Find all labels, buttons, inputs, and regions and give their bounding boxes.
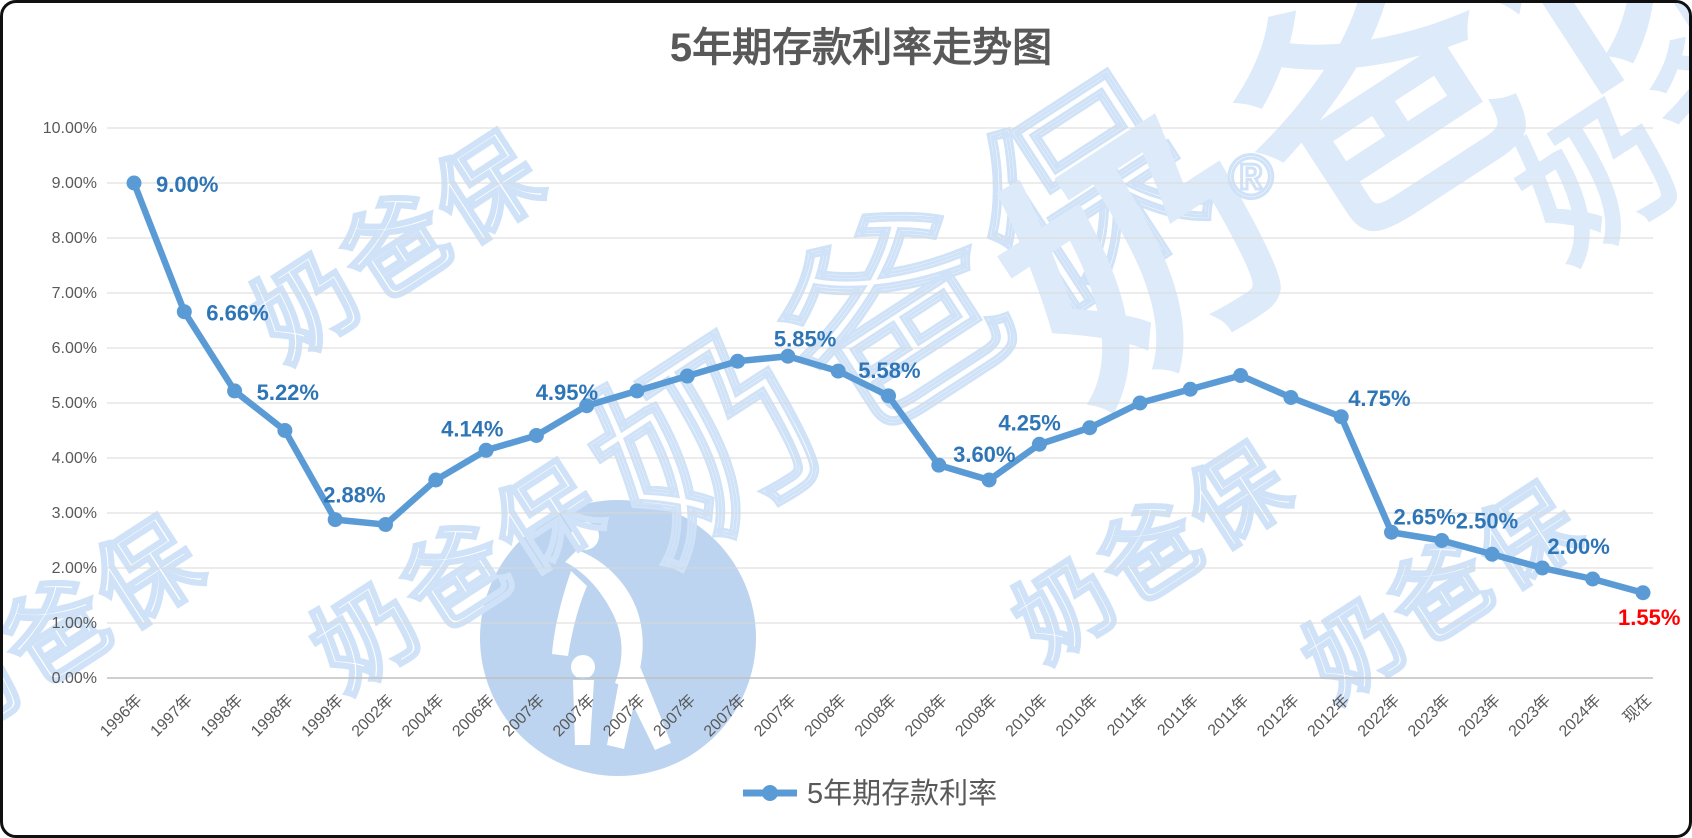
y-axis-tick-label: 1.00% [52, 615, 97, 632]
data-point-marker [378, 517, 393, 533]
data-point-marker [881, 388, 896, 404]
data-label-current: 1.55% [1618, 605, 1680, 630]
x-axis-tick-label: 1996年 [97, 691, 146, 740]
x-axis-tick-label: 2023年 [1505, 691, 1554, 740]
data-point-marker [931, 457, 947, 473]
data-point-marker [327, 512, 343, 528]
data-point-marker [1182, 381, 1198, 397]
data-point-marker [1333, 409, 1349, 425]
data-label: 2.65% [1394, 504, 1456, 529]
data-point-marker [1484, 546, 1500, 562]
data-point-marker [629, 383, 645, 399]
x-axis-tick-label: 1997年 [147, 691, 196, 740]
x-axis-tick-label: 2023年 [1455, 691, 1504, 740]
data-label: 4.14% [441, 416, 503, 441]
data-point-marker [679, 368, 695, 384]
data-point-marker [730, 353, 746, 369]
y-axis: 0.00% 1.00% 2.00% 3.00% 4.00% 5.00% 6.00% 7.00%… [43, 120, 97, 687]
data-label: 2.88% [323, 483, 385, 508]
data-point-marker [277, 423, 293, 438]
y-axis-tick-label: 9.00% [52, 175, 97, 192]
data-point-marker [1635, 585, 1651, 601]
grid-layer [107, 127, 1653, 679]
data-point-marker [428, 472, 444, 488]
watermark-text: 奶爸保 [234, 111, 567, 381]
data-point-marker [1132, 395, 1148, 411]
x-axis-tick-label: 2011年 [1154, 691, 1202, 739]
series-layer [126, 175, 1651, 601]
x-axis-tick-label: 2011年 [1204, 691, 1252, 739]
data-point-marker [1031, 436, 1047, 452]
data-point-marker [478, 442, 494, 458]
watermark-text: 奶爸保 [997, 423, 1314, 680]
data-label-layer: 9.00% 6.66% 5.22% 2.88% 4.14% 4.95% 5.85% 5.58%… [156, 172, 1680, 630]
watermark-text: 奶爸保 [1287, 463, 1604, 720]
x-axis-tick-label: 1999年 [298, 691, 347, 740]
data-label: 4.95% [536, 380, 598, 405]
x-axis-tick-label: 2008年 [952, 691, 1001, 740]
data-label: 2.00% [1547, 534, 1609, 559]
x-axis-tick-label: 2023年 [1404, 691, 1453, 740]
x-axis-tick-label: 2012年 [1254, 691, 1303, 740]
data-point-marker [1585, 571, 1601, 587]
data-point-marker [579, 398, 595, 414]
data-label: 5.85% [774, 326, 836, 351]
x-axis-tick-label: 2011年 [1103, 691, 1151, 739]
x-axis: 1996年 1997年 1998年 1998年 1999年 2002年 2004年 2006年… [97, 691, 1655, 740]
legend: 5年期存款利率 [743, 777, 997, 810]
data-point-marker [830, 363, 846, 379]
data-label: 4.25% [998, 410, 1060, 435]
x-axis-tick-label: 2010年 [1052, 691, 1101, 740]
watermark-badge [480, 500, 756, 776]
data-label: 9.00% [156, 172, 218, 197]
x-axis-tick-label: 2008年 [851, 691, 900, 740]
data-label: 4.75% [1348, 386, 1410, 411]
y-axis-tick-label: 2.00% [52, 560, 97, 577]
chart-title: 5年期存款利率走势图 [670, 26, 1052, 70]
data-point-marker [227, 383, 243, 399]
data-label: 3.60% [953, 442, 1015, 467]
data-point-marker [1283, 390, 1299, 405]
x-axis-tick-label: 2006年 [449, 691, 498, 740]
x-axis-tick-label: 2008年 [901, 691, 950, 740]
x-axis-tick-label: 1998年 [248, 691, 297, 740]
x-axis-tick-label: 2010年 [1002, 691, 1051, 740]
y-axis-tick-label: 4.00% [52, 450, 97, 467]
data-label: 2.50% [1456, 509, 1518, 534]
y-axis-tick-label: 10.00% [43, 120, 97, 137]
data-label: 6.66% [206, 301, 268, 326]
data-point-marker [981, 472, 997, 488]
x-axis-tick-label: 2004年 [398, 691, 447, 740]
x-axis-tick-label: 2007年 [751, 691, 800, 740]
y-axis-tick-label: 8.00% [52, 230, 97, 247]
x-axis-tick-label: 现在 [1619, 691, 1654, 726]
y-axis-tick-label: 0.00% [52, 670, 97, 687]
x-axis-tick-label: 2008年 [801, 691, 850, 740]
data-point-marker [1384, 524, 1399, 540]
data-point-marker [1233, 368, 1249, 383]
data-point-marker [780, 348, 796, 364]
data-point-marker [1534, 560, 1550, 576]
data-point-marker [1082, 420, 1098, 436]
y-axis-tick-label: 7.00% [52, 285, 97, 302]
x-axis-tick-label: 2024年 [1555, 691, 1604, 740]
y-axis-tick-label: 3.00% [52, 505, 97, 522]
data-label: 5.58% [858, 358, 920, 383]
y-axis-tick-label: 6.00% [52, 340, 97, 357]
watermark-registered-icon: ® [1228, 143, 1274, 212]
watermark-figure [552, 522, 671, 750]
data-point-marker [528, 427, 544, 443]
x-axis-tick-label: 1998年 [197, 691, 246, 740]
data-point-marker [126, 175, 142, 191]
data-point-marker [176, 304, 192, 320]
y-axis-tick-label: 5.00% [52, 395, 97, 412]
legend-label: 5年期存款利率 [807, 777, 997, 810]
data-point-marker [1434, 533, 1450, 548]
legend-dot-marker [762, 785, 778, 801]
data-label: 5.22% [257, 380, 319, 405]
